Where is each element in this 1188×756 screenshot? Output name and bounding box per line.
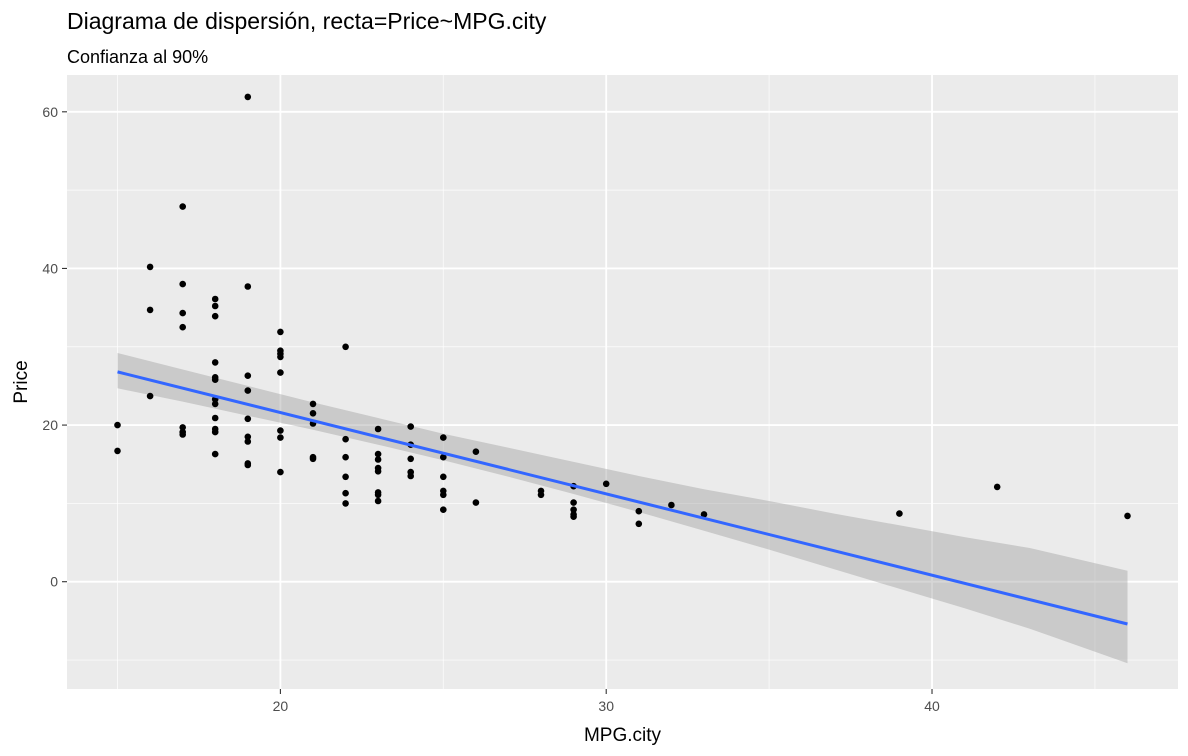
data-point [211,450,219,458]
data-point [211,359,219,366]
data-point [179,431,186,438]
data-point [211,295,219,303]
data-point [277,353,284,361]
data-point [309,455,317,463]
data-point [570,506,577,513]
y-axis-title: Price [11,360,32,403]
data-point [342,473,349,481]
chart-subtitle: Confianza al 90% [67,47,209,67]
data-point [211,400,219,408]
data-point [179,424,186,431]
data-point [440,491,447,499]
y-tick-label: 60 [42,104,58,120]
data-point [342,343,349,351]
data-point [277,328,284,336]
data-point [244,283,252,290]
data-point [146,263,154,271]
data-point [440,506,447,513]
data-point [179,323,186,331]
x-tick-label: 40 [924,698,940,714]
data-point [277,468,284,476]
minor-gridlines [67,75,1178,689]
data-point [146,392,154,400]
data-point [700,511,708,518]
y-axis-ticks: 0 20 40 60 [42,104,67,590]
x-axis-ticks: 20 30 40 [273,689,940,714]
data-point [635,520,643,528]
data-point [374,425,382,433]
data-point [472,499,480,506]
y-tick-label: 20 [42,417,58,433]
plot-panel [67,75,1178,689]
major-gridlines [67,75,1178,689]
data-point [635,507,643,515]
data-point [211,302,219,310]
data-point [114,421,121,429]
data-point [244,461,252,469]
data-point [244,438,252,445]
data-point [114,447,121,455]
data-point [570,499,577,506]
data-point [244,415,252,423]
data-point [277,434,284,441]
data-point [472,448,480,456]
data-point [374,450,382,458]
x-axis-title: MPG.city [584,725,662,746]
data-point [211,414,219,422]
y-tick-label: 0 [50,574,58,590]
data-point [374,497,382,505]
data-point [993,483,1001,491]
data-point [896,510,903,517]
data-point [277,427,284,434]
regression-line [117,370,1128,626]
data-point [570,513,577,520]
data-point [440,473,447,481]
data-point [146,306,154,314]
data-point [1124,512,1131,520]
data-point [537,491,545,499]
data-point [342,435,349,443]
chart-title: Diagrama de dispersión, recta=Price~MPG.… [67,8,547,34]
data-point [374,468,382,475]
data-point [342,489,349,497]
data-point [342,453,349,461]
data-point [440,453,447,461]
confidence-band [117,353,1128,664]
data-point [244,372,252,380]
data-point [602,480,610,488]
data-point [211,428,219,436]
data-point [211,376,219,384]
data-point [244,387,252,394]
data-point [179,203,186,210]
x-tick-label: 20 [273,698,289,714]
data-point [244,93,252,101]
data-point [374,456,382,463]
data-point [179,280,186,288]
data-point [374,491,382,499]
data-point [309,400,317,408]
data-point [668,501,675,509]
data-point [244,433,252,441]
data-point [440,434,447,441]
data-point [309,410,317,417]
data-point [407,472,415,480]
data-point [277,369,284,376]
data-point [211,312,219,320]
data-point [179,309,186,317]
y-tick-label: 40 [42,260,58,276]
x-tick-label: 30 [598,698,614,714]
data-point [407,455,415,463]
data-point [407,423,415,430]
data-point [342,500,349,507]
